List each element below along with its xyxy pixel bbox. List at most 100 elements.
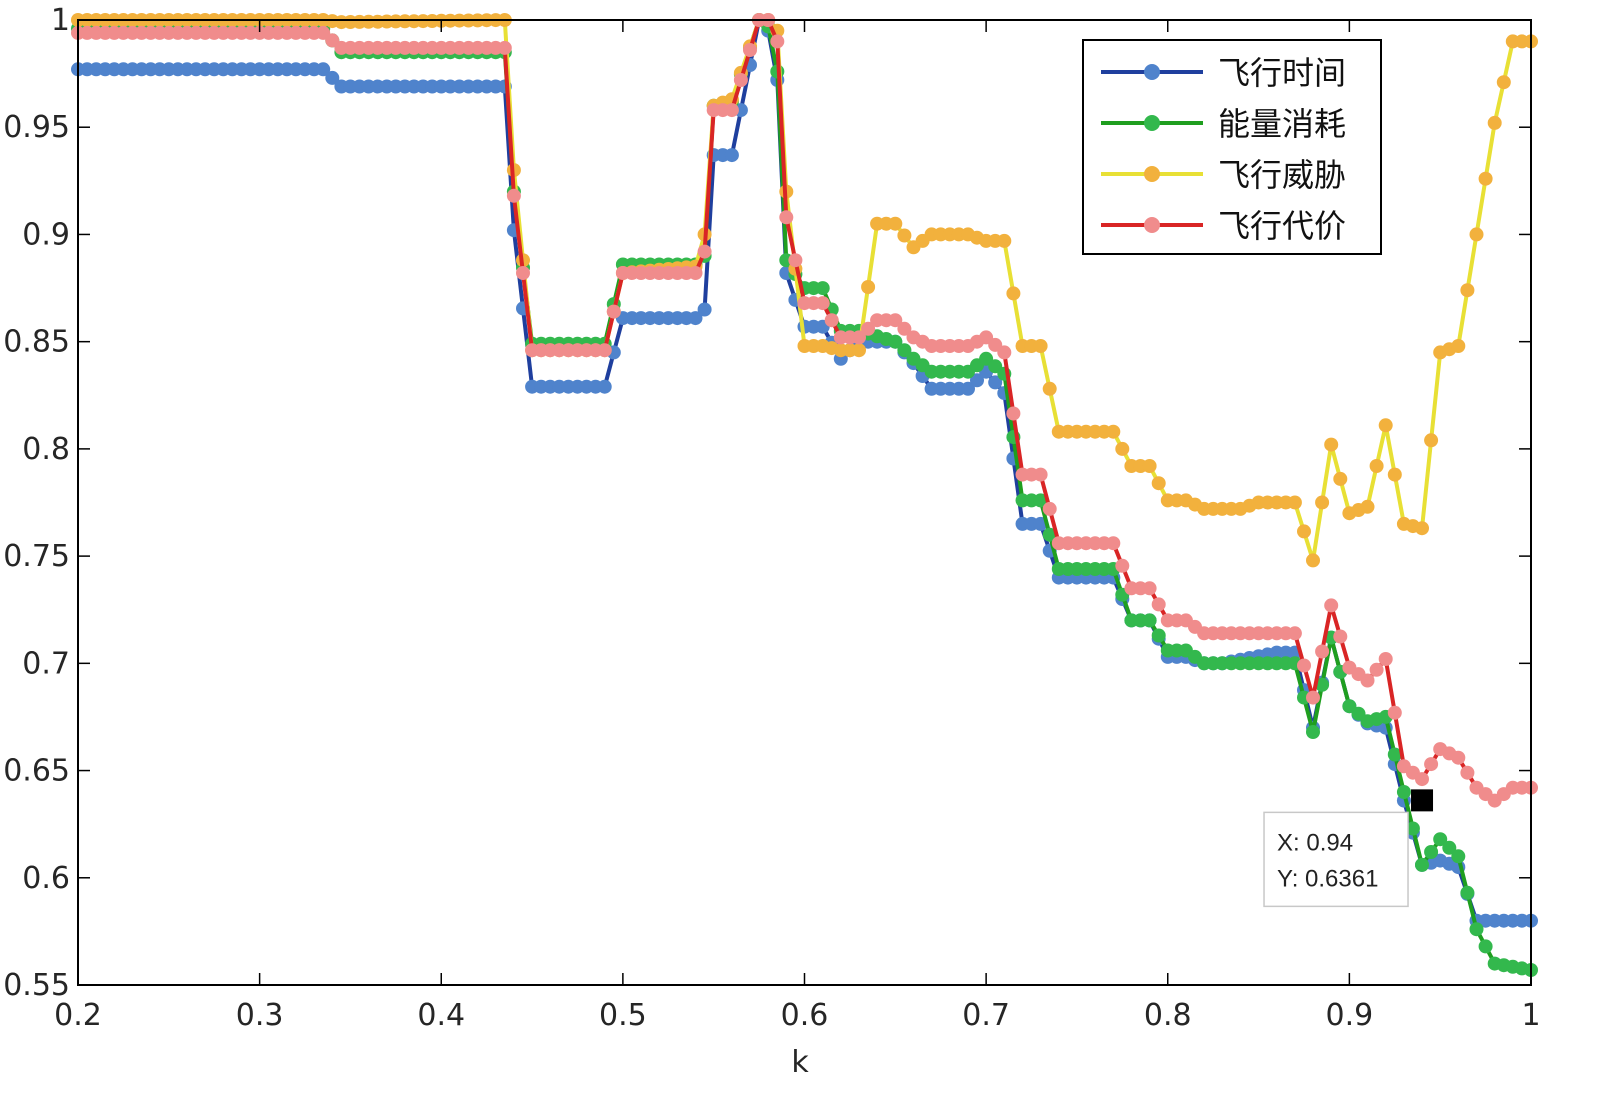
y-tick-label: 0.65 <box>3 754 70 789</box>
data-point <box>788 253 803 268</box>
data-point <box>897 343 912 358</box>
data-point <box>688 266 703 280</box>
data-point <box>497 40 512 55</box>
x-tick-label: 0.6 <box>781 998 829 1033</box>
data-point <box>733 73 748 87</box>
data-point <box>1297 658 1311 673</box>
data-point <box>1106 536 1121 551</box>
data-point <box>1315 644 1330 659</box>
y-tick-label: 0.75 <box>3 539 70 574</box>
data-point <box>861 280 876 294</box>
data-point <box>1378 652 1393 666</box>
data-point <box>1324 598 1339 613</box>
data-point <box>1333 629 1348 644</box>
data-point <box>815 296 830 311</box>
data-point <box>1324 437 1339 452</box>
data-point <box>1369 459 1384 473</box>
data-point <box>1415 772 1429 787</box>
y-tick-label: 0.8 <box>22 432 70 467</box>
datatip[interactable]: X: 0.94 Y: 0.6361 <box>1263 789 1434 908</box>
data-point <box>861 321 876 336</box>
data-point <box>1306 690 1320 705</box>
data-point <box>1042 501 1057 516</box>
legend-item-2[interactable]: 飞行威胁 <box>1101 156 1346 194</box>
data-point <box>852 343 866 358</box>
x-axis-title: k <box>791 1045 809 1080</box>
legend-item-3[interactable]: 飞行代价 <box>1101 207 1346 245</box>
data-point <box>1451 339 1466 353</box>
data-point <box>688 311 703 326</box>
x-tick-label: 0.9 <box>1326 998 1374 1033</box>
data-point <box>1042 381 1057 396</box>
data-point <box>1387 467 1402 482</box>
x-tick-label: 0.2 <box>54 998 102 1033</box>
datatip-y-label: Y: 0.6361 <box>1277 865 1378 892</box>
data-point <box>1333 471 1348 486</box>
data-point <box>697 302 712 317</box>
data-point <box>1142 459 1157 473</box>
data-point <box>1151 476 1166 491</box>
data-point <box>852 330 866 345</box>
data-point <box>1033 467 1048 482</box>
legend-item-1[interactable]: 能量消耗 <box>1101 105 1346 143</box>
data-point <box>1033 339 1048 353</box>
data-point <box>1287 495 1302 510</box>
data-point <box>1469 227 1484 242</box>
data-point <box>888 216 903 231</box>
datatip-box <box>1263 811 1409 908</box>
data-point <box>1415 857 1429 872</box>
data-point <box>697 244 712 259</box>
data-point <box>961 381 975 396</box>
data-point <box>970 373 984 388</box>
data-point <box>1360 499 1375 514</box>
data-point <box>1424 757 1439 772</box>
data-point <box>1460 283 1475 298</box>
data-point <box>1287 626 1302 641</box>
legend-label: 飞行代价 <box>1218 207 1346 245</box>
data-point <box>743 43 757 57</box>
data-point <box>316 62 331 77</box>
data-point <box>1106 424 1121 439</box>
data-point <box>988 375 1003 390</box>
data-point <box>1315 495 1330 510</box>
data-point <box>1142 613 1157 628</box>
legend-marker <box>1144 64 1160 80</box>
legend-label: 飞行时间 <box>1218 54 1346 92</box>
data-point <box>1415 521 1429 536</box>
data-point <box>897 228 912 243</box>
data-point <box>997 233 1012 248</box>
data-point <box>1460 765 1475 780</box>
data-point <box>1396 785 1411 799</box>
data-point <box>1405 821 1420 836</box>
data-point <box>1487 115 1502 130</box>
data-point <box>1424 433 1439 448</box>
data-point <box>1460 885 1475 900</box>
y-tick-label: 1 <box>51 3 70 38</box>
x-tick-label: 0.3 <box>236 998 284 1033</box>
datatip-marker[interactable] <box>1411 789 1434 812</box>
data-point <box>1424 845 1439 859</box>
data-point <box>1306 725 1320 739</box>
ticks-layer: 0.2 0.3 0.4 0.5 0.6 0.7 0.8 0.9 1 0.55 0.6 0.65 0.7 0… <box>3 3 1540 1033</box>
x-tick-label: 0.7 <box>962 998 1010 1033</box>
data-point <box>1151 597 1166 612</box>
series-3 <box>71 13 1538 808</box>
data-point <box>1451 750 1466 765</box>
data-point <box>1006 286 1021 301</box>
data-point <box>724 148 739 163</box>
data-point <box>1142 581 1157 596</box>
data-point <box>1387 705 1402 720</box>
data-point <box>1115 558 1130 573</box>
data-point <box>1478 939 1493 954</box>
data-point <box>597 343 612 358</box>
data-point <box>824 313 839 328</box>
legend-marker <box>1144 217 1160 233</box>
data-point <box>1378 418 1393 433</box>
data-point <box>888 313 903 328</box>
datatip-x-label: X: 0.94 <box>1277 829 1353 856</box>
data-point <box>1306 553 1320 568</box>
data-point <box>1387 747 1402 762</box>
legend-item-0[interactable]: 飞行时间 <box>1101 54 1346 92</box>
